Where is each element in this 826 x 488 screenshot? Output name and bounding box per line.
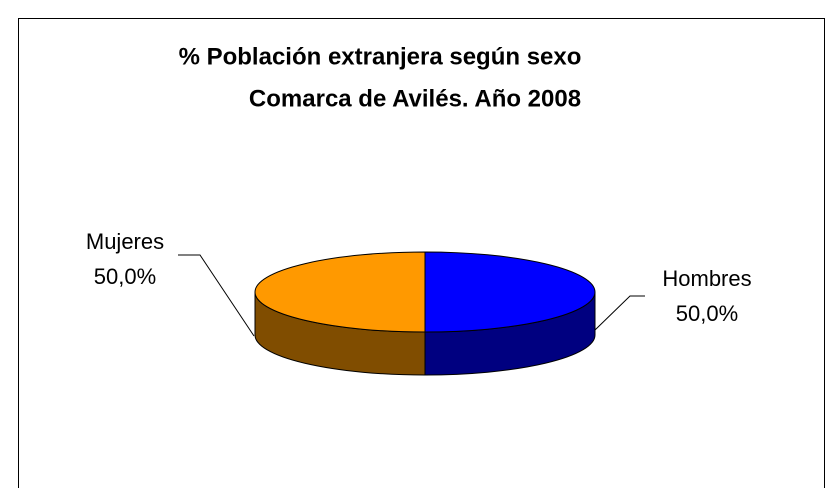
- chart-title: % Población extranjera según sexo: [179, 43, 582, 70]
- slice-label: Mujeres: [86, 229, 164, 254]
- pie-slice: [254, 251, 426, 333]
- leader-line: [178, 254, 255, 337]
- pie-slice: [424, 251, 596, 333]
- slice-label: Hombres: [662, 266, 751, 291]
- leader-line: [594, 295, 645, 331]
- value-label: 50,0%: [676, 301, 738, 326]
- value-label: 50,0%: [94, 264, 156, 289]
- chart-border: [18, 18, 825, 488]
- chart-subtitle: Comarca de Avilés. Año 2008: [249, 85, 581, 112]
